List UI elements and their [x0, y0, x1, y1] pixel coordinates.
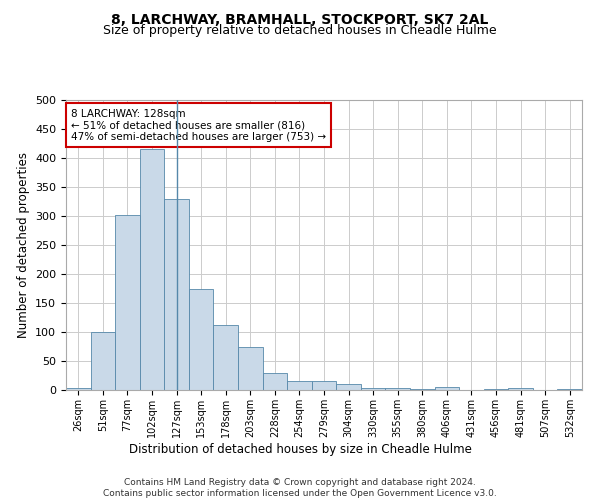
- Bar: [312, 380, 336, 390]
- Bar: [66, 388, 91, 390]
- Text: Contains HM Land Registry data © Crown copyright and database right 2024.
Contai: Contains HM Land Registry data © Crown c…: [103, 478, 497, 498]
- Bar: [91, 332, 115, 390]
- Bar: [238, 346, 263, 390]
- Text: Size of property relative to detached houses in Cheadle Hulme: Size of property relative to detached ho…: [103, 24, 497, 37]
- Bar: [434, 387, 459, 390]
- Bar: [508, 388, 533, 390]
- Y-axis label: Number of detached properties: Number of detached properties: [17, 152, 29, 338]
- Bar: [189, 288, 214, 390]
- Bar: [263, 372, 287, 390]
- Bar: [164, 198, 189, 390]
- Bar: [115, 215, 140, 390]
- Bar: [385, 388, 410, 390]
- Bar: [287, 380, 312, 390]
- Bar: [410, 389, 434, 390]
- Text: 8, LARCHWAY, BRAMHALL, STOCKPORT, SK7 2AL: 8, LARCHWAY, BRAMHALL, STOCKPORT, SK7 2A…: [112, 12, 488, 26]
- Bar: [361, 388, 385, 390]
- Bar: [214, 325, 238, 390]
- Bar: [336, 384, 361, 390]
- Text: Distribution of detached houses by size in Cheadle Hulme: Distribution of detached houses by size …: [128, 442, 472, 456]
- Text: 8 LARCHWAY: 128sqm
← 51% of detached houses are smaller (816)
47% of semi-detach: 8 LARCHWAY: 128sqm ← 51% of detached hou…: [71, 108, 326, 142]
- Bar: [140, 150, 164, 390]
